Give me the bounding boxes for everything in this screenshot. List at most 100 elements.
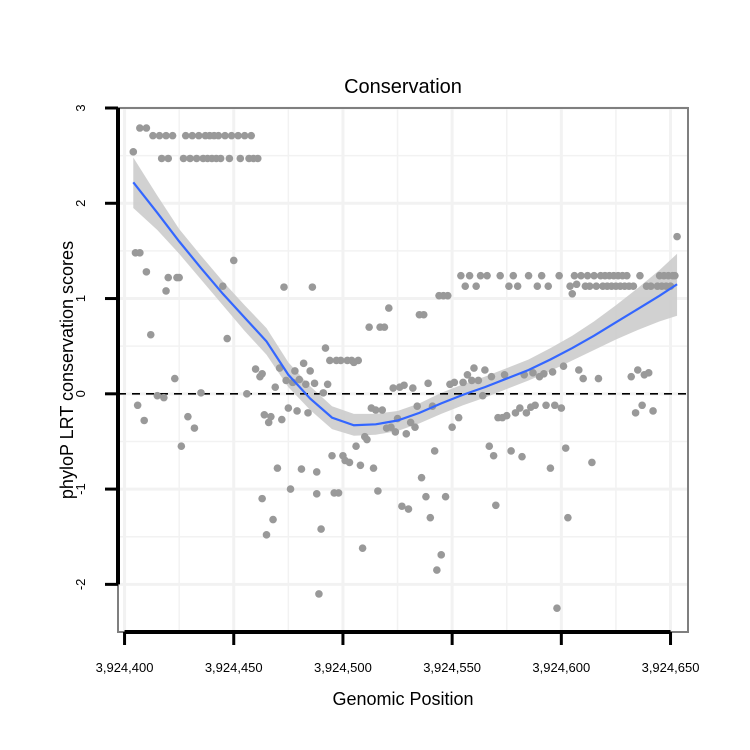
- data-point: [546, 464, 555, 472]
- data-point: [140, 416, 149, 425]
- data-point: [175, 273, 183, 282]
- data-point: [594, 374, 603, 383]
- data-point: [153, 391, 162, 400]
- data-point: [398, 502, 406, 511]
- data-point: [306, 367, 314, 375]
- data-point: [356, 461, 365, 470]
- data-point: [424, 379, 432, 388]
- data-point: [481, 366, 489, 374]
- data-point: [470, 364, 478, 372]
- data-point: [509, 271, 518, 280]
- data-point: [566, 282, 574, 290]
- data-point: [302, 380, 310, 389]
- data-point: [450, 378, 459, 387]
- data-point: [326, 356, 334, 365]
- data-point: [443, 291, 452, 300]
- data-point: [240, 131, 249, 140]
- data-point: [472, 282, 480, 290]
- data-point: [583, 271, 592, 280]
- data-point: [404, 505, 413, 513]
- data-point: [474, 376, 483, 385]
- data-point: [155, 131, 164, 140]
- data-point: [400, 381, 408, 390]
- data-point: [188, 131, 197, 140]
- confidence-band: [133, 157, 678, 436]
- data-point: [149, 131, 157, 140]
- data-point: [271, 383, 280, 391]
- data-point: [229, 256, 238, 265]
- data-point: [190, 424, 199, 432]
- data-point: [258, 494, 266, 503]
- data-point: [540, 370, 548, 378]
- data-point: [282, 376, 290, 385]
- data-point: [195, 131, 203, 140]
- data-point: [328, 451, 336, 460]
- data-point: [518, 452, 526, 461]
- data-point: [136, 124, 144, 132]
- data-point: [467, 376, 476, 385]
- data-point: [170, 374, 179, 383]
- data-point: [216, 154, 225, 163]
- data-point: [184, 412, 192, 421]
- data-point: [284, 404, 293, 412]
- y-axis: -2 -1 0 1 2 3: [73, 104, 120, 591]
- data-point: [555, 271, 563, 280]
- data-point: [533, 282, 542, 290]
- data-point: [483, 271, 491, 280]
- data-point: [164, 273, 173, 282]
- data-point: [223, 334, 231, 343]
- data-point: [579, 374, 587, 383]
- x-axis: 3,924,400 3,924,450 3,924,500 3,924,550 3,92…: [96, 630, 699, 675]
- x-tick-label: 3,924,550: [423, 660, 481, 675]
- data-point: [317, 525, 325, 533]
- data-point: [631, 409, 640, 417]
- data-point: [485, 442, 494, 451]
- data-point: [636, 271, 644, 280]
- data-point: [136, 249, 144, 257]
- data-point: [258, 370, 266, 378]
- data-point: [492, 501, 500, 510]
- data-point: [671, 271, 679, 280]
- y-tick-label: 3: [73, 104, 88, 111]
- data-point: [179, 154, 188, 163]
- data-point: [500, 370, 509, 379]
- data-point: [321, 344, 330, 352]
- data-point: [638, 401, 646, 410]
- data-point: [363, 435, 371, 444]
- data-point: [411, 423, 419, 431]
- data-point: [457, 271, 465, 280]
- data-point: [454, 413, 463, 422]
- data-point: [371, 406, 380, 414]
- data-point: [524, 271, 533, 280]
- data-point: [273, 464, 282, 472]
- data-point: [251, 365, 260, 373]
- data-point: [146, 330, 155, 339]
- data-point: [644, 369, 653, 377]
- data-point: [417, 473, 426, 482]
- data-point: [513, 282, 522, 290]
- data-point: [225, 154, 234, 163]
- data-point: [437, 551, 446, 559]
- data-point: [365, 323, 373, 331]
- y-tick-label: -2: [73, 579, 88, 591]
- data-point: [164, 154, 173, 163]
- confidence-band-layer: [133, 157, 678, 436]
- y-tick-label: 2: [73, 200, 88, 207]
- data-point: [308, 283, 317, 291]
- data-point: [478, 391, 487, 400]
- data-point: [157, 154, 166, 163]
- x-tick-label: 3,924,400: [96, 660, 154, 675]
- data-point: [426, 513, 435, 522]
- data-point: [304, 409, 312, 417]
- data-point: [310, 379, 319, 388]
- data-point: [575, 366, 583, 374]
- data-point: [345, 458, 354, 467]
- data-point: [286, 485, 295, 493]
- data-point: [264, 418, 273, 427]
- data-point: [531, 401, 539, 410]
- data-point: [181, 131, 190, 140]
- data-point: [192, 154, 201, 163]
- data-point: [413, 402, 421, 411]
- data-point: [649, 407, 657, 415]
